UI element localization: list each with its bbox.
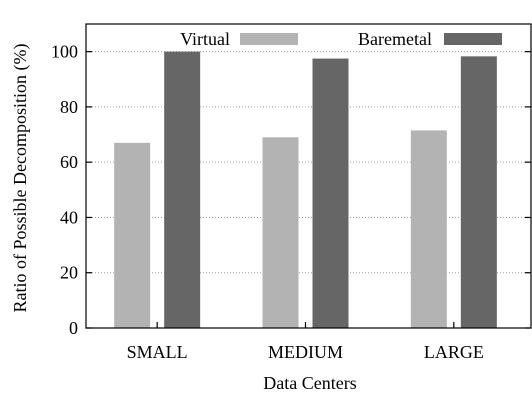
bars (114, 51, 497, 329)
legend: Virtual Baremetal (180, 29, 502, 49)
legend-swatch-virtual (240, 33, 298, 45)
gridlines (86, 51, 531, 274)
bar-baremetal-small (164, 51, 201, 329)
x-tick-label-small: SMALL (127, 342, 188, 362)
y-tick-label-80: 80 (60, 97, 78, 117)
x-axis: SMALL MEDIUM LARGE (127, 322, 484, 362)
x-tick-label-medium: MEDIUM (268, 342, 343, 362)
x-tick-label-large: LARGE (424, 342, 484, 362)
y-tick-label-20: 20 (60, 263, 78, 283)
legend-label-baremetal: Baremetal (358, 29, 432, 49)
bar-virtual-medium (262, 137, 299, 328)
y-tick-label-60: 60 (60, 152, 78, 172)
plot-frame (85, 23, 532, 329)
y-axis-title: Ratio of Possible Decomposition (%) (10, 44, 31, 313)
y-tick-label-100: 100 (51, 42, 78, 62)
bar-virtual-large (410, 130, 447, 328)
bar-baremetal-large (460, 56, 497, 329)
x-axis-title: Data Centers (263, 373, 356, 393)
y-axis: 0 20 40 60 80 100 (51, 42, 531, 338)
bar-virtual-small (114, 142, 151, 328)
y-tick-label-0: 0 (69, 318, 78, 338)
legend-swatch-baremetal (444, 33, 502, 45)
legend-label-virtual: Virtual (180, 29, 230, 49)
y-tick-label-40: 40 (60, 207, 78, 227)
bar-baremetal-medium (312, 58, 349, 328)
